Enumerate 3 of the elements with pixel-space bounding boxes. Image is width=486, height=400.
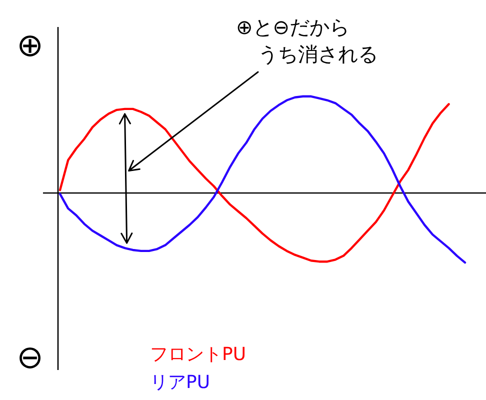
text: ⊕ bbox=[16, 26, 44, 64]
text: ⊖ bbox=[16, 338, 44, 376]
text: ⊕と⊖だからうち消される bbox=[236, 15, 378, 66]
